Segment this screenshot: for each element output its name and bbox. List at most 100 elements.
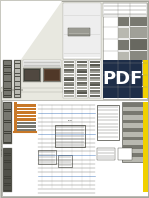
Polygon shape	[1, 1, 62, 88]
Bar	[64, 79, 74, 81]
Bar	[4, 63, 11, 65]
Bar	[64, 77, 74, 79]
Bar	[4, 105, 11, 107]
Text: C18 Marine Aux Engine: C18 Marine Aux Engine	[2, 140, 3, 156]
Bar	[64, 64, 74, 66]
Bar	[64, 74, 74, 76]
Bar	[118, 28, 129, 38]
Bar	[3, 89, 23, 91]
Bar	[4, 114, 11, 116]
Bar	[15, 90, 20, 92]
Bar	[122, 102, 146, 162]
Bar	[130, 15, 147, 26]
Bar	[43, 68, 61, 82]
Bar	[103, 3, 147, 99]
Bar	[14, 104, 36, 107]
Bar	[63, 3, 101, 59]
Bar	[123, 111, 145, 115]
Bar	[77, 95, 87, 97]
Bar	[123, 141, 145, 144]
Bar	[38, 150, 56, 164]
Bar	[64, 95, 74, 97]
Bar	[4, 174, 11, 176]
Bar	[4, 129, 11, 131]
Bar	[2, 100, 148, 196]
Bar	[118, 40, 129, 50]
Bar	[14, 122, 36, 124]
Bar	[25, 70, 39, 80]
Bar	[4, 172, 11, 174]
Bar	[4, 70, 11, 72]
Bar	[4, 110, 11, 111]
Bar	[90, 92, 100, 94]
Bar	[14, 118, 36, 121]
Bar	[90, 64, 100, 66]
Bar	[4, 95, 11, 97]
Bar	[130, 39, 147, 50]
Bar	[15, 82, 20, 84]
Bar	[123, 116, 145, 119]
Bar	[14, 60, 21, 98]
Bar	[23, 68, 41, 82]
Bar	[4, 89, 11, 90]
Bar	[4, 134, 11, 136]
Bar	[130, 87, 147, 98]
Bar	[4, 84, 11, 86]
Bar	[55, 125, 85, 147]
Bar	[90, 69, 100, 71]
Bar	[4, 68, 11, 70]
Bar	[15, 92, 20, 94]
Bar	[77, 87, 87, 89]
Bar	[4, 91, 11, 93]
Bar	[90, 90, 100, 92]
Bar	[77, 66, 87, 68]
Bar	[4, 140, 11, 142]
Bar	[4, 165, 11, 167]
Bar	[118, 64, 129, 74]
Bar	[4, 103, 11, 105]
Bar	[4, 82, 11, 84]
Bar	[90, 77, 100, 79]
Bar	[44, 69, 60, 81]
Bar	[118, 76, 129, 86]
Bar	[64, 84, 74, 86]
Bar	[1, 88, 63, 92]
Bar	[90, 66, 100, 68]
Bar	[4, 181, 11, 183]
Bar	[4, 66, 11, 67]
Bar	[4, 179, 11, 181]
Bar	[4, 188, 11, 190]
Bar	[90, 87, 100, 89]
Bar	[64, 90, 74, 92]
Bar	[58, 155, 72, 167]
Bar	[90, 84, 100, 86]
Bar	[123, 107, 145, 111]
Bar	[4, 136, 11, 138]
Bar	[15, 77, 20, 79]
Bar	[123, 120, 145, 123]
Bar	[123, 124, 145, 128]
Bar	[4, 118, 11, 120]
Bar	[15, 64, 20, 66]
Bar	[123, 103, 145, 107]
Bar	[23, 60, 61, 67]
Bar	[77, 90, 87, 92]
Bar	[90, 61, 100, 63]
Bar	[97, 105, 119, 140]
Bar	[77, 64, 87, 66]
Bar	[15, 66, 20, 68]
Bar	[77, 77, 87, 79]
Bar	[130, 75, 147, 86]
Bar	[15, 95, 20, 97]
Bar	[123, 153, 145, 157]
Bar	[4, 93, 11, 95]
Bar	[4, 123, 11, 125]
Bar	[123, 145, 145, 148]
Bar	[14, 114, 36, 117]
Bar	[130, 27, 147, 38]
Bar	[4, 72, 11, 74]
Bar	[118, 148, 132, 160]
Bar	[14, 125, 36, 128]
Bar	[14, 102, 17, 132]
Bar	[4, 151, 11, 153]
